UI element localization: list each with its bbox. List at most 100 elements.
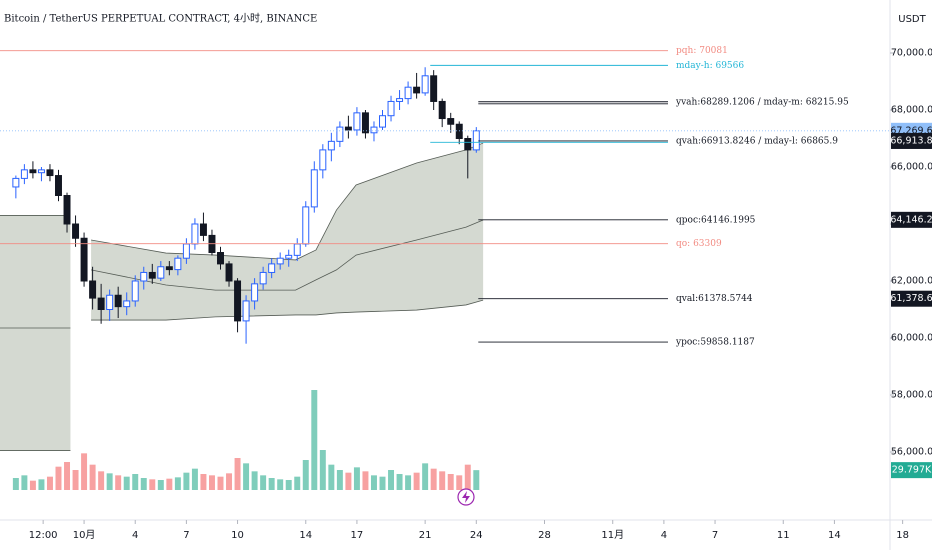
candle-body xyxy=(165,266,173,271)
volume-bar xyxy=(422,463,429,490)
volume-bar xyxy=(413,472,420,490)
candle-body xyxy=(421,75,429,94)
volume-bar xyxy=(277,479,284,490)
candle-body xyxy=(430,75,438,102)
candle-body xyxy=(447,118,455,125)
candle-body xyxy=(344,126,352,131)
volume-bar xyxy=(38,479,45,490)
candle-body xyxy=(29,169,37,174)
volume-bar xyxy=(439,471,446,490)
y-tick-label: 62,000.0 xyxy=(891,276,932,287)
candle-body xyxy=(234,280,242,322)
volume-bar xyxy=(29,480,36,490)
candle-body xyxy=(20,169,28,179)
candle-body xyxy=(276,257,284,265)
volume-bar xyxy=(208,475,215,490)
volume-bar xyxy=(430,468,437,490)
volume-bar xyxy=(464,464,471,490)
candle-body xyxy=(199,223,207,236)
candle-body xyxy=(379,115,386,128)
price-badge xyxy=(891,132,932,149)
volume-bar xyxy=(166,478,173,490)
volume-bar xyxy=(106,473,113,490)
chart-title: Bitcoin / TetherUS PERPETUAL CONTRACT, 4… xyxy=(4,13,317,25)
price-badge-label: 67,269.6 xyxy=(890,125,932,136)
candle-body xyxy=(268,263,276,273)
alert-icon xyxy=(457,488,475,506)
volume-bar xyxy=(251,471,258,490)
volume-bar xyxy=(183,472,190,490)
x-tick-label: 17 xyxy=(351,530,364,541)
level-label: qvah:66913.8246 / mday-l: 66865.9 xyxy=(676,136,838,146)
volume-bar xyxy=(46,476,53,490)
candle-body xyxy=(89,280,97,299)
candle-body xyxy=(472,130,480,151)
candle-body xyxy=(396,98,404,102)
volume-bar xyxy=(12,478,19,490)
candle-body xyxy=(114,294,122,308)
volume-bar xyxy=(21,475,28,490)
candle-body xyxy=(37,169,45,174)
candle-body xyxy=(361,112,369,134)
candle-body xyxy=(438,100,446,120)
x-tick-label: 21 xyxy=(419,530,432,541)
x-tick-label: 28 xyxy=(538,530,551,541)
volume-bar xyxy=(81,453,88,490)
candle-body xyxy=(251,283,259,302)
volume-bar xyxy=(311,390,318,490)
y-tick-label: 60,000.0 xyxy=(891,333,932,344)
candle-body xyxy=(464,138,472,151)
volume-bar xyxy=(456,475,463,490)
candle-body xyxy=(259,271,267,285)
candle-body xyxy=(310,169,318,208)
volume-bar xyxy=(473,470,480,490)
volume-bar xyxy=(226,473,233,490)
candle-body xyxy=(157,266,165,279)
volume-bar xyxy=(217,476,224,490)
volume-bar xyxy=(370,475,377,490)
volume-bar xyxy=(115,475,122,490)
plot-area xyxy=(0,50,890,490)
candle-body xyxy=(72,223,80,239)
candle-body xyxy=(353,112,361,131)
candle-body xyxy=(242,300,250,322)
y-tick-label: 66,000.0 xyxy=(891,162,932,173)
candle-body xyxy=(217,252,224,265)
x-tick-label: 4 xyxy=(661,530,667,541)
volume-bar xyxy=(345,472,352,490)
x-tick-label: 14 xyxy=(828,530,841,541)
volume-bar xyxy=(243,463,250,490)
volume-bar xyxy=(328,464,335,490)
price-badge xyxy=(891,211,932,228)
x-tick-label: 11月 xyxy=(601,529,624,541)
y-tick-label: 56,000.0 xyxy=(891,447,932,458)
volume-bar xyxy=(319,450,326,490)
volume-bar xyxy=(191,468,198,490)
volume-bar xyxy=(336,470,343,490)
level-label: ypoc:59858.1187 xyxy=(675,338,755,348)
y-tick-label: 68,000.0 xyxy=(891,105,932,116)
volume-bar xyxy=(174,477,181,490)
x-tick-label: 14 xyxy=(299,530,312,541)
candle-body xyxy=(285,254,293,259)
candle-body xyxy=(131,280,139,302)
candle-body xyxy=(191,223,199,245)
volume-bar xyxy=(405,475,412,490)
volume-badge xyxy=(891,462,932,479)
price-badge-label: 61,378.6 xyxy=(890,293,932,304)
x-tick-label: 7 xyxy=(712,530,718,541)
volume-bar xyxy=(396,474,403,490)
x-tick-label: 10月 xyxy=(73,529,96,541)
candle-body xyxy=(387,100,395,117)
candle-body xyxy=(148,271,156,279)
volume-bar xyxy=(72,470,79,490)
candle-body xyxy=(413,86,421,94)
level-label: yvah:68289.1206 / mday-m: 68215.95 xyxy=(675,97,849,107)
candle-body xyxy=(123,300,131,308)
band-mid xyxy=(90,219,484,291)
x-tick-label: 24 xyxy=(470,530,483,541)
volume-bar xyxy=(353,467,360,490)
volume-bar xyxy=(55,466,62,490)
